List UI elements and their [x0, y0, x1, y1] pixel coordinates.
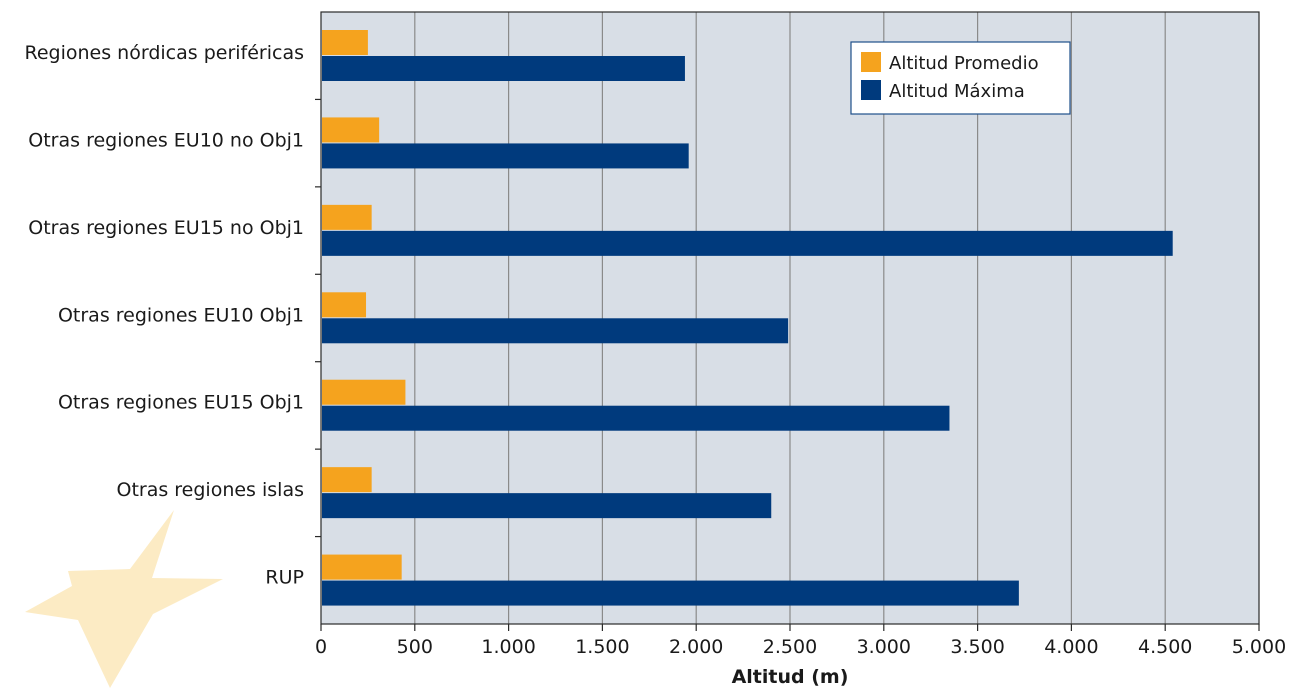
x-tick-label: 3.000 — [857, 636, 911, 658]
x-tick-label: 4.500 — [1138, 636, 1192, 658]
category-label: RUP — [265, 567, 304, 589]
x-tick-label: 1.000 — [481, 636, 535, 658]
category-label: Otras regiones islas — [116, 479, 304, 501]
bar-altitud-maxima — [322, 56, 685, 81]
legend-swatch — [861, 52, 881, 72]
bar-altitud-promedio — [322, 379, 406, 405]
bar-altitud-maxima — [322, 230, 1173, 256]
star-watermark-icon — [25, 510, 223, 688]
x-axis-title: Altitud (m) — [732, 666, 849, 688]
axes — [315, 11, 1260, 631]
category-labels: Regiones nórdicas periféricas Otras regio… — [25, 42, 304, 589]
x-tick-label: 2.000 — [669, 636, 723, 658]
bar-altitud-promedio — [322, 292, 367, 318]
category-label: Otras regiones EU15 Obj1 — [58, 392, 304, 414]
x-tick-label: 500 — [397, 636, 433, 658]
bar-altitud-maxima — [322, 405, 950, 431]
bar-altitud-maxima — [322, 318, 789, 344]
x-tick-label: 1.500 — [575, 636, 629, 658]
gridlines — [414, 12, 1166, 624]
x-tick-label: 4.000 — [1044, 636, 1098, 658]
tick-labels: 0 500 1.000 1.500 2.000 2.500 3.000 3.500 4.000 4… — [315, 636, 1286, 658]
x-tick-label: 2.500 — [763, 636, 817, 658]
x-tick-label: 0 — [315, 636, 327, 658]
bar-altitud-promedio — [322, 554, 402, 580]
bar-altitud-maxima — [322, 143, 689, 169]
legend-label: Altitud Promedio — [889, 53, 1039, 74]
bars — [322, 30, 1173, 606]
legend: Altitud Promedio Altitud Máxima — [850, 41, 1071, 115]
x-tick-label: 3.500 — [950, 636, 1004, 658]
bar-altitud-maxima — [322, 580, 1019, 606]
category-label: Regiones nórdicas periféricas — [25, 42, 304, 64]
bar-altitud-promedio — [322, 467, 372, 493]
category-label: Otras regiones EU15 no Obj1 — [28, 217, 304, 239]
category-label: Otras regiones EU10 no Obj1 — [28, 129, 304, 151]
bar-altitud-maxima — [322, 493, 772, 519]
category-label: Otras regiones EU10 Obj1 — [58, 304, 304, 326]
legend-box — [850, 41, 1071, 115]
bar-altitud-promedio — [322, 30, 368, 55]
x-tick-label: 5.000 — [1232, 636, 1286, 658]
bar-altitud-promedio — [322, 204, 372, 230]
legend-swatch — [861, 80, 881, 100]
bar-altitud-promedio — [322, 117, 380, 143]
legend-label: Altitud Máxima — [889, 81, 1025, 102]
